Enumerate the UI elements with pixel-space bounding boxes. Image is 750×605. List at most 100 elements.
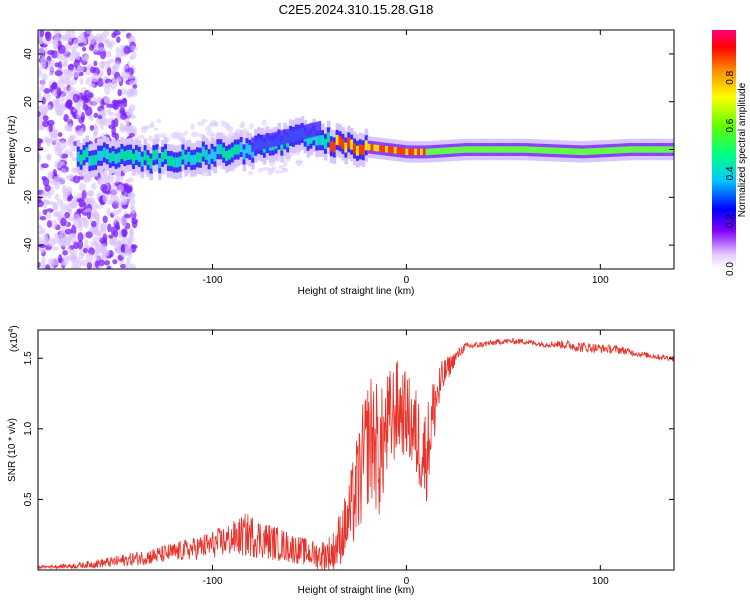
spectrogram-band-core	[428, 148, 433, 155]
spectrogram-band-core	[609, 147, 613, 154]
spectrogram-noise-blob	[129, 204, 135, 211]
spectrogram-band-core	[196, 152, 200, 163]
spectrogram-noise-blob	[82, 104, 89, 111]
spectrogram-band-core	[641, 146, 645, 153]
spectrogram-noise-blob	[127, 239, 133, 248]
spectrogram-noise-blob	[54, 160, 63, 169]
spectrogram-band-core	[385, 146, 389, 153]
spectrogram-band-core	[172, 157, 177, 168]
spectrogram-branch	[271, 132, 275, 147]
spectrogram-band-core	[350, 139, 354, 150]
spectrogram-noise-blob	[67, 64, 74, 71]
spectrogram-band-core	[344, 142, 348, 153]
spectrogram-band-core	[498, 146, 503, 153]
spectrogram-noise-blob	[52, 202, 58, 210]
spectrogram-band-core	[361, 145, 366, 156]
spectrogram-noise-blob	[41, 107, 48, 116]
spectrogram-noise-blob	[38, 146, 44, 151]
spectrogram-noise-blob	[73, 71, 79, 78]
spectrogram-band-core	[603, 147, 607, 155]
spectrogram-band-core	[358, 144, 363, 155]
spectrogram-band-core	[242, 149, 247, 160]
spectrogram-noise-blob	[73, 241, 79, 250]
spectrogram-band-core	[230, 147, 235, 158]
spectrogram-noise-blob	[128, 132, 135, 138]
spectrogram-noise-blob	[239, 124, 245, 129]
spectrogram-band-core	[620, 146, 625, 154]
spectrogram-band-core	[623, 146, 628, 154]
spectrogram-branch	[309, 123, 313, 138]
spectrogram-noise-blob	[108, 42, 113, 50]
spectrogram-noise-blob	[38, 236, 43, 245]
spectrogram-noise-blob	[39, 193, 47, 198]
spectrogram-band-core	[443, 147, 447, 155]
spectrogram-band-core	[614, 146, 619, 154]
spectrogram-noise-blob	[84, 238, 89, 249]
spectrogram-band-core	[422, 148, 427, 156]
spectrogram-noise-blob	[86, 77, 92, 82]
spectrogram-band-core	[530, 146, 535, 154]
spectrogram-noise-blob	[94, 254, 101, 262]
snr-x-tick-label: 0	[404, 576, 410, 587]
spectrogram-noise-blob	[53, 39, 59, 49]
spectrogram-noise-blob	[53, 30, 61, 37]
spectrogram-noise-blob	[204, 125, 212, 132]
spectrogram-noise-blob	[295, 160, 304, 164]
spectrogram-band-core	[588, 148, 593, 155]
spectrogram-noise-blob	[78, 202, 85, 208]
spectrogram-band-core	[562, 147, 567, 155]
spectrogram-noise-blob	[127, 106, 133, 114]
spectrogram-noise-blob	[120, 88, 128, 96]
spectrogram-band-core	[210, 148, 215, 159]
spectrogram-noise-blob	[96, 177, 104, 185]
spectrogram-noise-blob	[81, 54, 89, 62]
spectrogram-band-core	[399, 147, 404, 155]
spectrogram-noise-blob	[43, 88, 51, 94]
spectrogram-band-core	[94, 154, 98, 165]
spectrogram-noise-blob	[267, 168, 274, 176]
spectrogram-noise-blob	[102, 233, 108, 242]
spectrogram-band-core	[245, 143, 249, 154]
spectrogram-noise-blob	[72, 39, 81, 49]
spectrogram-noise-blob	[52, 169, 57, 177]
spectrogram-band-core	[225, 150, 229, 161]
spectrogram-band-core	[85, 147, 90, 158]
spectrogram-noise-blob	[86, 190, 94, 197]
spectrogram-band-core	[193, 154, 197, 165]
spectrogram-noise-blob	[42, 177, 50, 187]
spectrogram-noise-blob	[106, 265, 112, 269]
spectrogram-noise-blob	[82, 46, 87, 52]
spectrogram-band-core	[318, 135, 322, 146]
spectrogram-noise-blob	[94, 125, 99, 135]
spectrogram-band-core	[652, 146, 657, 153]
spectrogram-band-core	[594, 147, 599, 155]
spectrogram-noise-blob	[45, 264, 51, 269]
spectrogram-band-core	[213, 151, 217, 162]
spectrogram-noise-blob	[100, 184, 108, 192]
colorbar-tick-label: 0.8	[725, 70, 736, 84]
spectrogram-noise-blob	[38, 115, 43, 124]
spectrogram-band-core	[102, 147, 107, 158]
spectrogram-noise-blob	[88, 115, 95, 121]
spectrogram-noise-blob	[89, 125, 95, 131]
snr-y-scale-exp: 4	[8, 329, 15, 333]
spectrogram-x-tick-label: 100	[592, 275, 609, 286]
spectrogram-band-core	[143, 150, 148, 161]
spectrogram-band-core	[114, 153, 119, 164]
spectrogram-noise-blob	[128, 80, 137, 86]
snr-y-scale: (x104)	[8, 325, 20, 352]
spectrogram-noise-blob	[99, 61, 106, 69]
spectrogram-noise-blob	[113, 61, 121, 69]
spectrogram-noise-blob	[54, 193, 60, 201]
spectrogram-noise-blob	[62, 249, 68, 256]
spectrogram-band-core	[111, 151, 116, 162]
snr-y-tick-label: 0.5	[23, 492, 34, 506]
spectrogram-noise-blob	[89, 66, 96, 74]
spectrogram-band-core	[152, 150, 156, 161]
spectrogram-noise-blob	[67, 196, 72, 202]
spectrogram-noise-blob	[120, 113, 128, 120]
spectrogram-noise-blob	[106, 207, 111, 217]
spectrogram-band-core	[91, 155, 95, 166]
spectrogram-noise-blob	[92, 97, 98, 107]
spectrogram-noise-blob	[56, 87, 62, 97]
